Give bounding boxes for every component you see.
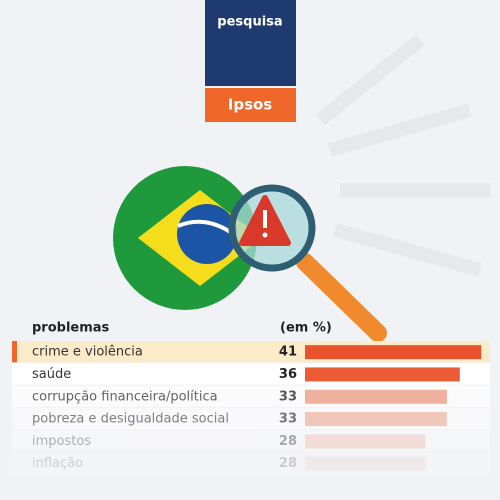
value-label: 41 [279, 345, 297, 360]
bar [305, 434, 426, 449]
brand-bar [205, 88, 296, 122]
value-label: 33 [279, 389, 297, 404]
row: corrupção financeira/política 33 [12, 385, 490, 407]
value-label: 36 [279, 367, 297, 382]
value-label: 28 [279, 434, 297, 449]
brand-box [205, 0, 296, 86]
bar [305, 456, 426, 471]
value-header: (em %) [280, 321, 332, 336]
category-label: saúde [32, 367, 71, 382]
category-label: pobreza e desigualdade social [32, 412, 229, 427]
bar [305, 412, 447, 427]
brand-name: Ipsos [228, 96, 273, 114]
bar [305, 367, 460, 382]
row: impostos 28 [12, 430, 490, 452]
bar [305, 345, 482, 360]
category-label: impostos [32, 434, 91, 449]
row: pobreza e desigualdade social 33 [12, 407, 490, 430]
bar [305, 389, 447, 404]
value-label: 28 [279, 456, 297, 471]
row-bg [12, 430, 490, 452]
header-label: pesquisa [217, 15, 282, 30]
row-bg [12, 452, 490, 474]
row-marker [12, 341, 17, 363]
category-label: inflação [32, 456, 83, 471]
magnifier-icon [228, 184, 387, 342]
category-label: corrupção financeira/política [32, 389, 218, 404]
category-header: problemas [32, 321, 110, 336]
value-label: 33 [279, 412, 297, 427]
category-label: crime e violência [32, 345, 143, 360]
row: saúde 36 [12, 363, 490, 385]
row: crime e violência 41 [12, 341, 490, 363]
row: inflação 28 [12, 452, 490, 474]
background-rays [315, 34, 490, 277]
